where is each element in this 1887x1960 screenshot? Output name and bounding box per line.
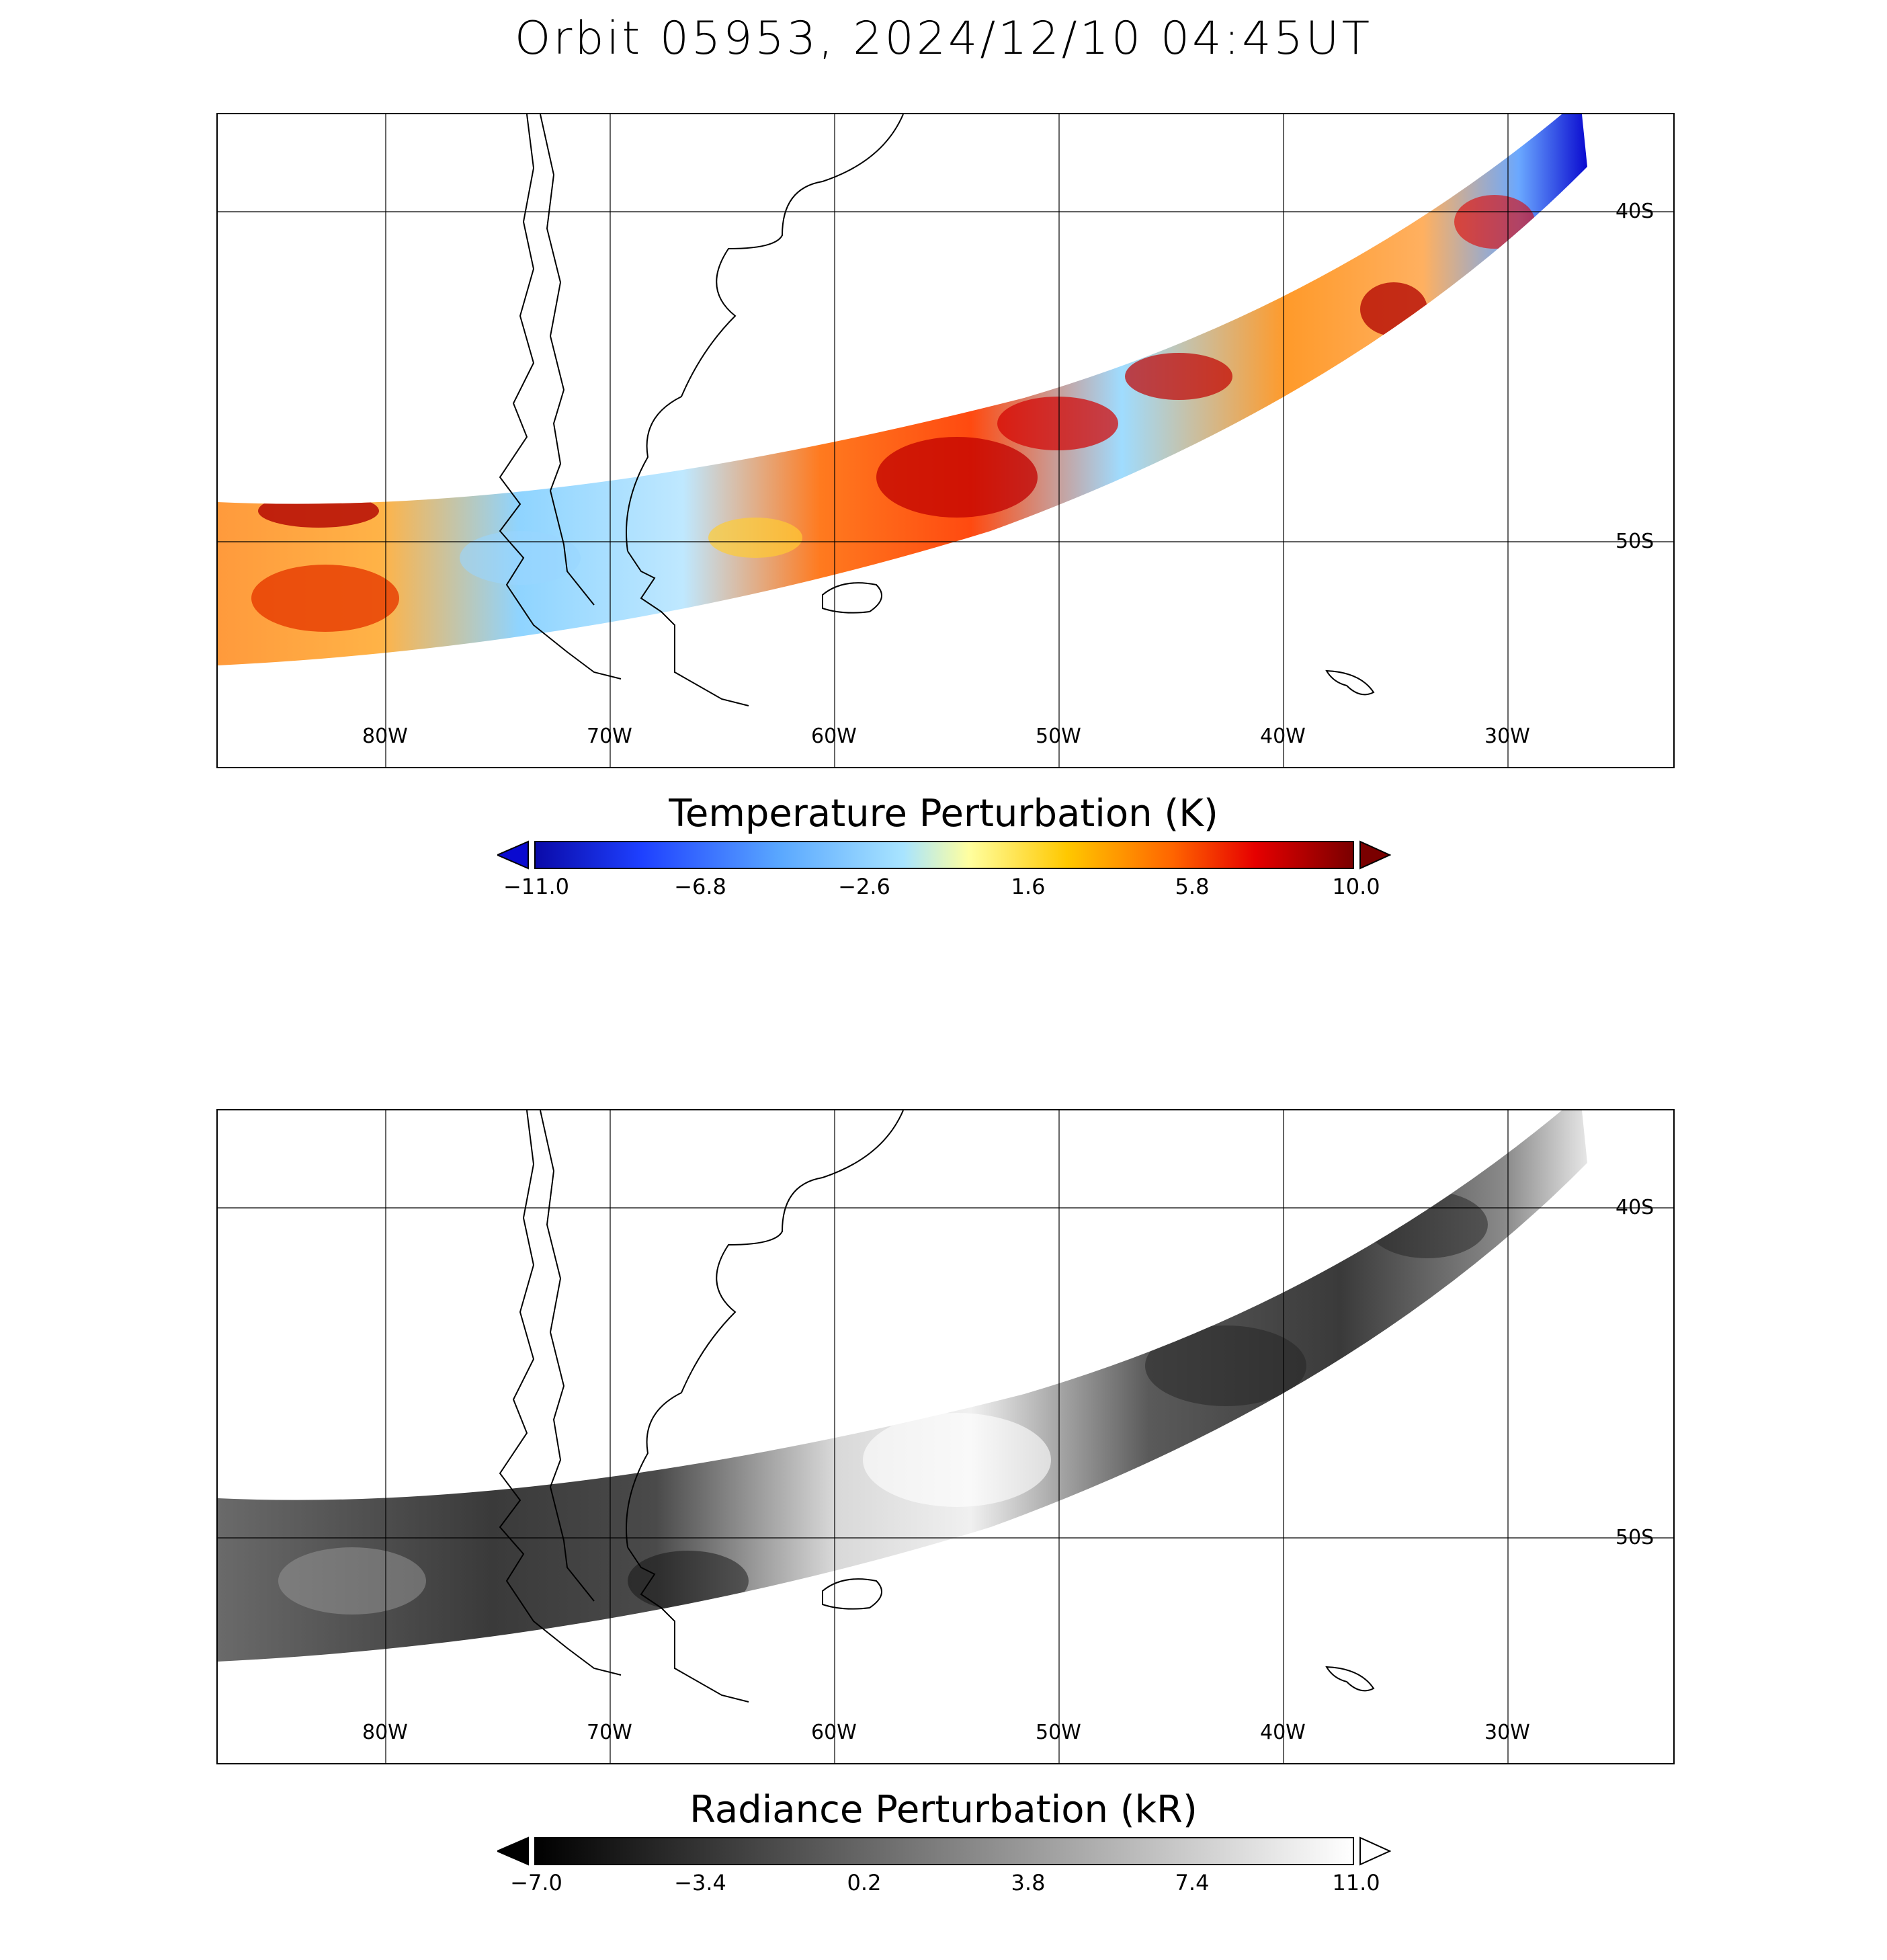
lat-tick-label: 40S bbox=[1616, 200, 1654, 223]
colorbar-tick-label: 11.0 bbox=[1332, 1870, 1380, 1895]
colorbar-tick-label: −2.6 bbox=[838, 874, 890, 899]
lon-tick-label: 30W bbox=[1484, 1721, 1530, 1744]
lon-tick-label: 80W bbox=[362, 725, 408, 748]
temperature-colorbar-title: Temperature Perturbation (K) bbox=[669, 792, 1218, 835]
colorbar-tick-label: 5.8 bbox=[1175, 874, 1210, 899]
coastline bbox=[499, 114, 1375, 706]
figure-title: Orbit 05953, 2024/12/10 04:45UT bbox=[514, 12, 1373, 65]
colorbar-min-arrow bbox=[497, 1836, 529, 1866]
colorbar-tick-label: −11.0 bbox=[503, 874, 570, 899]
lat-tick-label: 50S bbox=[1616, 1526, 1654, 1549]
lat-tick-label: 40S bbox=[1616, 1196, 1654, 1219]
lon-tick-label: 40W bbox=[1260, 725, 1306, 748]
coastline bbox=[499, 1110, 1375, 1703]
colorbar-tick-label: 0.2 bbox=[847, 1870, 882, 1895]
lon-tick-label: 40W bbox=[1260, 1721, 1306, 1744]
graticule bbox=[218, 114, 1673, 767]
lon-tick-label: 50W bbox=[1036, 725, 1081, 748]
lon-tick-label: 30W bbox=[1484, 725, 1530, 748]
lon-tick-label: 60W bbox=[811, 725, 857, 748]
temperature-colorbar bbox=[497, 840, 1391, 870]
temperature-blobs bbox=[251, 151, 1535, 632]
colorbar-tick-label: 3.8 bbox=[1011, 1870, 1046, 1895]
radiance-colorbar bbox=[497, 1836, 1391, 1866]
colorbar-tick-label: 1.6 bbox=[1011, 874, 1046, 899]
temperature-map-svg bbox=[218, 114, 1673, 767]
temperature-swath bbox=[218, 114, 1587, 665]
colorbar-max-arrow bbox=[1359, 840, 1391, 870]
lon-tick-label: 50W bbox=[1036, 1721, 1081, 1744]
colorbar-tick-label: −6.8 bbox=[674, 874, 726, 899]
colorbar-tick-label: −7.0 bbox=[510, 1870, 562, 1895]
lon-tick-label: 70W bbox=[587, 725, 632, 748]
colorbar-tick-label: −3.4 bbox=[674, 1870, 726, 1895]
lon-tick-label: 80W bbox=[362, 1721, 408, 1744]
temperature-map-panel: 80W 70W 60W 50W 40W 30W 40S 50S bbox=[216, 113, 1675, 768]
radiance-map-panel: 80W 70W 60W 50W 40W 30W 40S 50S bbox=[216, 1109, 1675, 1764]
radiance-colorbar-title: Radiance Perturbation (kR) bbox=[689, 1788, 1198, 1832]
lon-tick-label: 60W bbox=[811, 1721, 857, 1744]
colorbar-tick-label: 7.4 bbox=[1175, 1870, 1210, 1895]
colorbar-tick-label: 10.0 bbox=[1332, 874, 1380, 899]
graticule bbox=[218, 1110, 1673, 1763]
lon-tick-label: 70W bbox=[587, 1721, 632, 1744]
lat-tick-label: 50S bbox=[1616, 530, 1654, 553]
colorbar-min-arrow bbox=[497, 840, 529, 870]
radiance-map-svg bbox=[218, 1110, 1673, 1763]
colorbar-max-arrow bbox=[1359, 1836, 1391, 1866]
